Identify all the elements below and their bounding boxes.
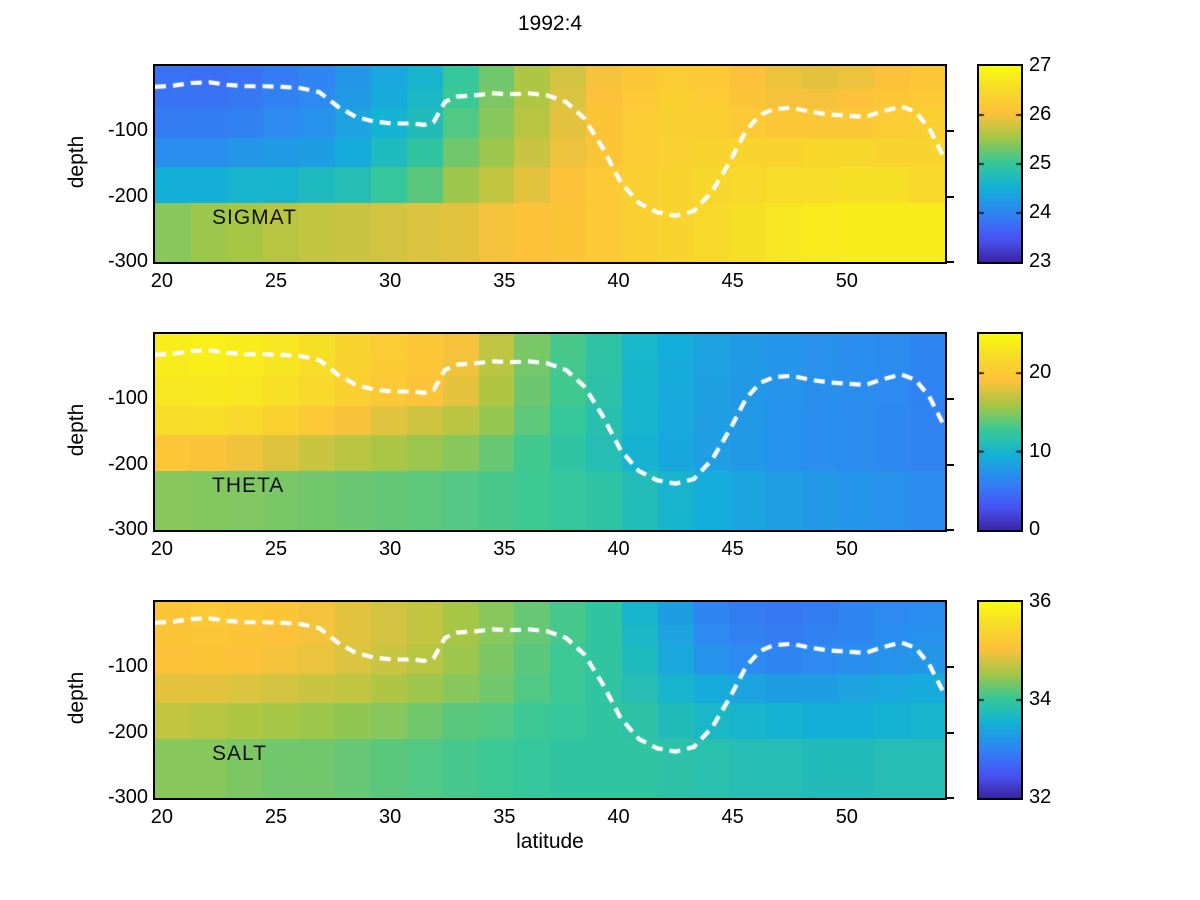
salt-label: SALT	[212, 742, 267, 765]
x-tick-label: 25	[264, 270, 288, 292]
x-tick-label: 20	[150, 538, 173, 560]
y-tick-label: -300	[107, 250, 148, 272]
x-tick-label: 50	[835, 538, 858, 560]
x-tick-label: 25	[264, 538, 288, 560]
x-tick-label: 50	[835, 270, 858, 292]
theta-label: THETA	[212, 474, 285, 497]
colorbar-tick-label: 20	[1029, 361, 1052, 384]
x-tick-label: 20	[150, 806, 173, 828]
theta-colorbar	[977, 332, 1023, 532]
y-tick-label: -100	[107, 387, 148, 410]
figure-title: 1992:4	[517, 12, 583, 35]
colorbar-tick-label: 27	[1029, 54, 1052, 76]
salt-colorbar	[977, 600, 1023, 800]
colorbar-tick-label: 23	[1029, 250, 1052, 272]
y-tick-mark	[947, 731, 954, 734]
x-tick-label: 35	[493, 806, 516, 828]
theta-colorbar-canvas	[979, 334, 1021, 530]
x-axis-label: latitude	[516, 830, 584, 853]
x-tick-label: 45	[721, 270, 744, 292]
y-tick-mark	[947, 797, 954, 799]
x-tick-label: 45	[721, 538, 744, 560]
y-tick-mark	[947, 398, 954, 401]
y-tick-label: -100	[107, 655, 148, 678]
sigmat-colorbar-canvas	[979, 66, 1021, 262]
x-tick-label: 40	[607, 270, 630, 292]
sigmat-panel: SIGMAT	[153, 64, 947, 264]
x-tick-label: 20	[150, 270, 173, 292]
x-tick-label: 25	[264, 806, 288, 828]
colorbar-tick-label: 36	[1029, 590, 1052, 612]
x-tick-label: 40	[607, 806, 630, 828]
theta-panel: THETA	[153, 332, 947, 532]
colorbar-tick-label: 10	[1029, 439, 1052, 462]
y-tick-mark	[947, 666, 954, 669]
y-tick-mark	[947, 195, 954, 198]
y-tick-mark	[947, 529, 954, 531]
y-tick-mark	[947, 130, 954, 133]
y-tick-label: -100	[107, 119, 148, 142]
x-tick-label: 35	[493, 270, 516, 292]
colorbar-tick-label: 25	[1029, 152, 1052, 174]
sigmat-heatmap-canvas	[155, 66, 945, 262]
colorbar-tick-label: 24	[1029, 201, 1052, 223]
sigmat-colorbar	[977, 64, 1023, 264]
y-tick-label: -300	[107, 786, 148, 808]
colorbar-tick-label: 26	[1029, 103, 1052, 125]
x-tick-label: 30	[379, 538, 402, 560]
x-tick-label: 40	[607, 538, 630, 560]
colorbar-tick-label: 0	[1029, 518, 1041, 540]
x-tick-label: 35	[493, 538, 516, 560]
colorbar-tick-label: 32	[1029, 786, 1052, 808]
x-tick-label: 30	[379, 806, 402, 828]
y-tick-label: -200	[107, 720, 148, 743]
salt-colorbar-canvas	[979, 602, 1021, 798]
y-tick-label: -300	[107, 518, 148, 540]
x-tick-label: 50	[835, 806, 858, 828]
y-tick-label: -200	[107, 184, 148, 207]
theta-heatmap-canvas	[155, 334, 945, 530]
y-tick-mark	[947, 463, 954, 466]
salt-heatmap-canvas	[155, 602, 945, 798]
colorbar-tick-label: 34	[1029, 688, 1052, 710]
y-tick-label: -200	[107, 452, 148, 475]
salt-panel: SALT	[153, 600, 947, 800]
x-tick-label: 45	[721, 806, 744, 828]
sigmat-label: SIGMAT	[212, 206, 297, 229]
y-tick-mark	[947, 261, 954, 263]
x-tick-label: 30	[379, 270, 402, 292]
